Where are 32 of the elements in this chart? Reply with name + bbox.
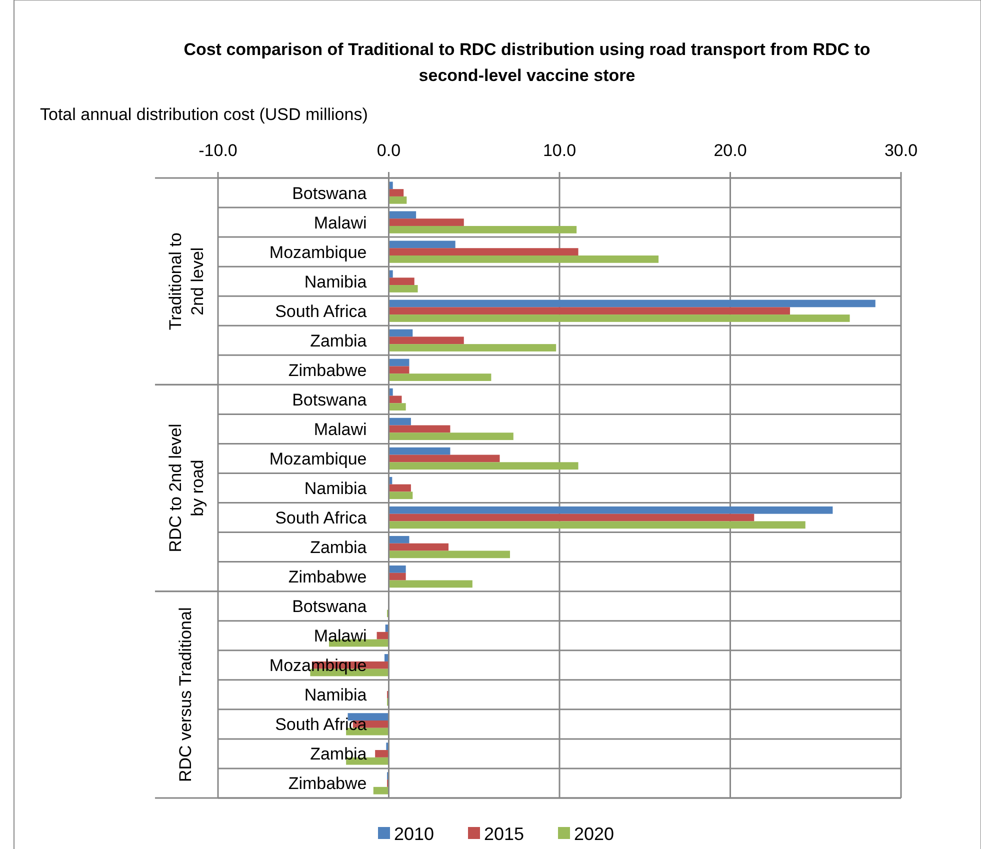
y-tick-label: Malawi — [314, 213, 367, 232]
y-tick-label: Botswana — [292, 390, 368, 410]
legend-label: 2020 — [574, 824, 614, 844]
chart-title: Cost comparison of Traditional to RDC distribution using road transport from RDC to second-level vaccine store — [184, 40, 870, 85]
text: RDC to 2nd level by road — [166, 424, 207, 552]
x-tick-label: 30.0 — [884, 141, 918, 160]
y-tick-label: South Africa — [275, 508, 368, 528]
y-tick-label: Zimbabwe — [288, 568, 367, 587]
text: Traditional to 2nd level — [166, 232, 207, 330]
legend-label: 2010 — [394, 824, 434, 844]
x-tick-label: 20.0 — [714, 141, 747, 160]
y-tick-label: Botswana — [292, 184, 368, 203]
y-tick-label: Namibia — [304, 272, 368, 292]
y-tick-label: Namibia — [304, 686, 368, 705]
y-tick-label: South Africa — [275, 302, 368, 321]
y-tick-label: Mozambique — [269, 242, 367, 262]
y-tick-label: Zimbabwe — [288, 774, 367, 794]
x-tick-label: 10.0 — [542, 141, 576, 160]
legend-label: 2015 — [484, 824, 524, 844]
text: RDC versus Traditional — [176, 607, 195, 782]
x-tick-label: 0.0 — [376, 141, 401, 160]
y-tick-label: Namibia — [304, 479, 368, 498]
y-tick-label: Mozambique — [269, 656, 367, 676]
y-tick-label: Mozambique — [269, 449, 367, 468]
y-tick-label: Zambia — [310, 538, 368, 558]
y-tick-label: Zambia — [310, 331, 368, 350]
y-tick-label: Botswana — [292, 597, 368, 616]
x-axis-title: Total annual distribution cost (USD millions) — [40, 105, 368, 124]
y-tick-label: Malawi — [314, 420, 367, 439]
y-tick-label: Zambia — [310, 744, 368, 764]
x-tick-label: -10.0 — [198, 141, 238, 160]
y-tick-label: Zimbabwe — [288, 360, 367, 380]
